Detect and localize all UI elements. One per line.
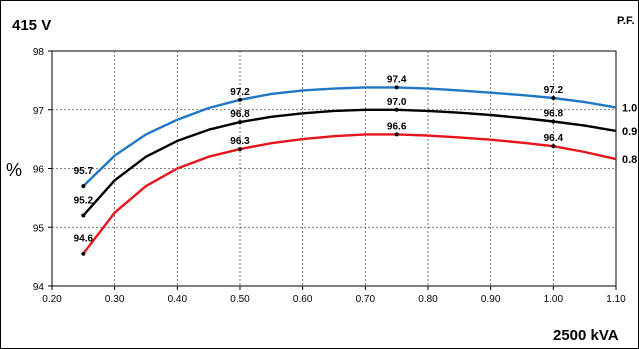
y-tick-label: 94 [33,282,45,293]
x-tick-label: 0.90 [481,294,501,305]
data-point-marker [238,97,242,102]
x-tick-label: 0.80 [418,294,438,305]
data-label: 97.0 [387,97,407,108]
data-label: 96.3 [230,136,250,147]
x-tick-label: 0.30 [105,294,125,305]
data-point-marker [394,85,399,90]
y-tick-label: 95 [33,223,45,234]
data-label: 96.6 [387,121,407,132]
data-label: 96.8 [230,109,250,120]
data-label: 97.4 [387,74,407,85]
series-line-0-9 [82,108,617,217]
chart-title: 415 V [12,17,51,34]
x-tick-label: 0.20 [42,294,62,305]
series-line-0-8 [82,133,617,255]
series-line-1-0 [82,86,617,187]
y-tick-label: 97 [33,106,45,117]
data-label: 96.8 [544,109,564,120]
y-tick-label: 96 [33,165,45,176]
data-point-marker [238,147,242,152]
x-tick-label: 1.10 [606,294,626,305]
data-point-marker [238,120,242,125]
legend-title: P.F. [617,15,635,27]
grid: 0.20 0.30 0.40 0.50 0.60 0.70 0.80 0.90 1.00 1.10… [33,47,626,305]
series-label: 1.0 [622,102,637,114]
data-label: 94.6 [74,234,94,245]
series-label: 0.9 [622,126,637,138]
x-tick-label: 0.70 [356,294,376,305]
x-tick-label: 1.00 [544,294,564,305]
data-point-marker [394,107,399,112]
data-label: 97.2 [230,87,250,98]
data-point-marker [394,132,399,137]
labels-group: 95.7 97.2 97.4 97.2 1.0 95.2 96.8 97.0 96.8 0.9 94… [74,74,637,256]
data-point-marker [81,184,86,189]
x-tick-label: 0.40 [168,294,188,305]
x-tick-label: 0.50 [230,294,250,305]
series-group [82,86,617,255]
y-axis-label: % [6,160,22,180]
data-point-marker [551,144,556,149]
data-point-marker [81,251,86,256]
data-point-marker [551,96,556,100]
data-point-marker [551,119,556,124]
series-label: 0.8 [622,154,637,166]
y-tick-label: 98 [33,47,45,58]
data-label: 97.2 [544,85,564,96]
data-label: 96.4 [544,133,564,144]
data-label: 95.7 [74,166,94,177]
data-point-marker [81,213,86,218]
data-label: 95.2 [74,196,94,207]
chart-subtitle: 2500 kVA [553,327,619,344]
x-tick-label: 0.60 [293,294,313,305]
